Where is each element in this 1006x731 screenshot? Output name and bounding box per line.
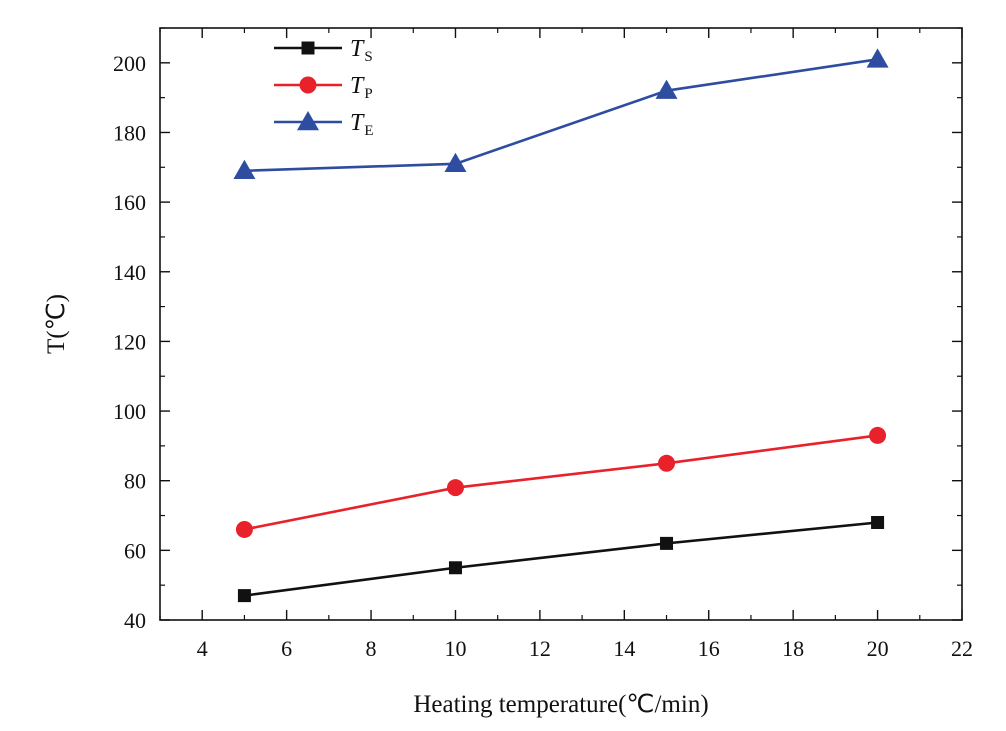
x-tick-label: 20: [867, 636, 889, 661]
x-tick-label: 14: [613, 636, 635, 661]
legend-label-subscript: P: [364, 86, 372, 102]
y-tick-label: 100: [113, 399, 146, 424]
y-tick-label: 120: [113, 329, 146, 354]
legend-marker: [301, 41, 315, 55]
x-tick-label: 4: [197, 636, 208, 661]
series-line: [244, 521, 878, 597]
legend-label: TS: [350, 36, 373, 65]
plot-border: [159, 27, 963, 621]
x-tick-label: 10: [444, 636, 466, 661]
data-point: [235, 520, 253, 538]
legend-item-p: TP: [274, 73, 373, 102]
y-tick-label: 140: [113, 260, 146, 285]
y-tick-label: 200: [113, 51, 146, 76]
plot-frame: [159, 27, 963, 621]
legend-label: TP: [350, 73, 373, 102]
x-tick-label: 12: [529, 636, 551, 661]
data-point: [869, 426, 887, 444]
legend-item-s: TS: [274, 36, 373, 65]
data-point: [658, 454, 676, 472]
axis-ticks: 4 6 8 10 12 14 16 18 20 22 40 60 80 100 120 140 160 180 20…: [113, 27, 973, 661]
series-group: [233, 48, 889, 603]
y-tick-label: 60: [124, 538, 146, 563]
legend-marker: [299, 76, 317, 94]
series-line: [244, 434, 878, 531]
legend-item-e: TE: [274, 110, 374, 139]
data-point: [237, 589, 251, 603]
data-point: [655, 79, 678, 99]
y-axis-label: T(℃): [43, 294, 70, 354]
data-point: [660, 536, 674, 550]
legend-label-main: T: [350, 73, 365, 99]
x-tick-label: 16: [698, 636, 720, 661]
x-tick-label: 18: [782, 636, 804, 661]
series-s: [237, 515, 885, 603]
legend-label-subscript: E: [364, 123, 373, 139]
x-tick-label: 22: [951, 636, 973, 661]
x-tick-label: 6: [281, 636, 292, 661]
y-tick-label: 180: [113, 120, 146, 145]
x-axis-label: Heating temperature(℃/min): [413, 691, 708, 718]
data-point: [866, 48, 889, 68]
legend-label-subscript: S: [364, 49, 372, 65]
y-tick-label: 160: [113, 190, 146, 215]
data-point: [446, 479, 464, 497]
series-line: [244, 58, 878, 173]
legend-marker: [297, 111, 319, 131]
data-point: [233, 159, 256, 180]
data-point: [444, 152, 467, 173]
y-tick-label: 80: [124, 469, 146, 494]
data-point: [871, 515, 885, 529]
series-p: [235, 426, 887, 538]
legend-label-main: T: [350, 110, 365, 136]
x-tick-label: 8: [366, 636, 377, 661]
y-tick-label: 40: [124, 608, 146, 633]
series-e: [233, 48, 889, 180]
data-point: [448, 561, 462, 575]
legend-label: TE: [350, 110, 374, 139]
legend-label-main: T: [350, 36, 365, 62]
